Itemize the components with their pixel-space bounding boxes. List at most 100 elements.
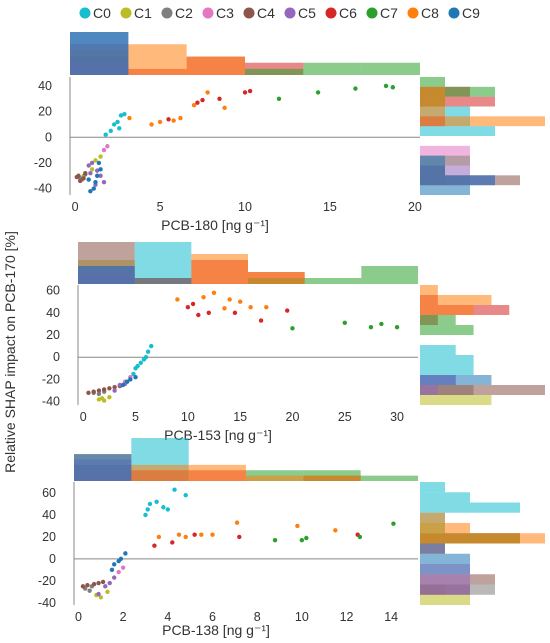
point-c4 (83, 170, 88, 176)
point-c4 (107, 386, 112, 391)
point-c9 (86, 177, 91, 182)
point-c7 (304, 535, 309, 541)
point-c5 (86, 163, 91, 168)
point-c8 (227, 297, 232, 302)
right-hist-bar-c8 (420, 295, 492, 305)
legend-label-c5: C5 (298, 5, 316, 21)
x-axis-label: PCB-153 [ng g⁻¹] (164, 427, 272, 443)
x-tick-label: 5 (157, 200, 164, 214)
right-hist-bar-c9 (420, 375, 492, 385)
legend-marker-c0 (79, 7, 91, 19)
point-c8 (149, 122, 154, 127)
point-c1 (89, 167, 95, 172)
point-c3 (101, 147, 107, 153)
y-tick-label: 40 (38, 79, 52, 93)
point-c9 (96, 160, 102, 166)
point-c6 (232, 310, 238, 315)
legend-marker-c1 (120, 7, 132, 19)
point-c6 (206, 310, 211, 315)
top-hist-bar-c9 (134, 278, 192, 284)
right-hist-bar-c9 (420, 564, 470, 575)
point-c0 (145, 349, 151, 354)
point-c9 (98, 167, 103, 172)
point-c8 (156, 534, 162, 540)
point-c6 (170, 540, 175, 545)
y-tick-label: 40 (46, 306, 60, 320)
point-c7 (383, 83, 389, 89)
point-c6 (258, 318, 264, 323)
x-axis-label: PCB-138 [ng g⁻¹] (162, 622, 270, 638)
point-c1 (98, 595, 104, 600)
point-c5 (94, 168, 100, 173)
point-c5 (112, 388, 117, 393)
legend: C0 C1 C2 C3 C4 C5 C6 C7 C8 C9 (79, 5, 480, 21)
right-hist-bar-c4 (420, 385, 545, 395)
point-c6 (190, 301, 196, 307)
right-hist-bar-c7 (420, 77, 445, 87)
legend-label-c0: C0 (93, 5, 111, 21)
top-hist-bar-c7 (304, 278, 362, 284)
top-hist-bar-c9 (78, 266, 135, 284)
right-hist-bar-c8 (420, 305, 474, 315)
right-hist-bar-c8 (420, 533, 545, 544)
point-c9 (109, 567, 115, 573)
point-c4 (112, 385, 117, 390)
right-hist-bar-c0 (420, 126, 495, 136)
point-c8 (199, 532, 204, 537)
point-c6 (237, 534, 242, 540)
point-c7 (353, 86, 358, 91)
x-axis-label: PCB-180 [ng g⁻¹] (161, 217, 269, 233)
point-c6 (200, 97, 205, 103)
top-hist-bar-c0 (134, 242, 192, 284)
point-c5 (112, 575, 117, 580)
point-c0 (154, 499, 159, 504)
point-c0 (122, 111, 127, 117)
y-tick-label: 60 (42, 486, 56, 500)
right-hist-bar-c8 (420, 285, 438, 295)
point-c4 (100, 579, 106, 585)
point-c8 (205, 90, 210, 95)
point-c4 (91, 389, 96, 394)
point-c8 (127, 115, 132, 121)
right-hist-bar-c1 (420, 395, 492, 405)
point-c5 (103, 584, 108, 589)
legend-marker-c4 (243, 7, 255, 19)
point-c8 (191, 103, 197, 108)
point-c1 (105, 589, 110, 595)
legend-marker-c6 (325, 7, 337, 19)
point-c7 (357, 534, 363, 540)
right-hist-bar-c8 (420, 106, 445, 117)
right-hist-bar-c3 (420, 145, 470, 156)
point-c8 (234, 520, 240, 525)
x-tick-label: 0 (80, 410, 87, 424)
legend-label-c2: C2 (175, 5, 193, 21)
point-c5 (107, 580, 112, 586)
x-tick-label: 0 (75, 610, 82, 624)
top-hist-bar-c8 (248, 272, 305, 284)
point-c1 (99, 396, 105, 401)
x-tick-label: 12 (340, 610, 354, 624)
point-c8 (201, 295, 206, 300)
y-tick-label: -20 (42, 372, 60, 386)
right-hist-bar-c8 (420, 96, 445, 107)
point-c6 (195, 100, 200, 105)
right-hist-bar-c9 (420, 155, 445, 166)
right-hist-bar-c5 (420, 574, 470, 585)
point-c8 (175, 297, 180, 302)
point-c9 (93, 179, 98, 185)
point-c8 (176, 532, 182, 537)
legend-label-c4: C4 (257, 5, 275, 21)
point-c5 (88, 170, 93, 176)
legend-marker-c9 (448, 7, 460, 19)
legend-label-c9: C9 (462, 5, 480, 21)
point-c9 (128, 377, 133, 382)
point-c8 (237, 299, 243, 304)
point-c8 (210, 532, 215, 537)
point-c7 (272, 538, 278, 543)
y-tick-label: 40 (42, 508, 56, 522)
right-hist-bar-c5 (420, 385, 438, 395)
point-c8 (333, 528, 338, 533)
top-hist-bar-c9 (74, 454, 132, 481)
point-c8 (183, 534, 188, 540)
